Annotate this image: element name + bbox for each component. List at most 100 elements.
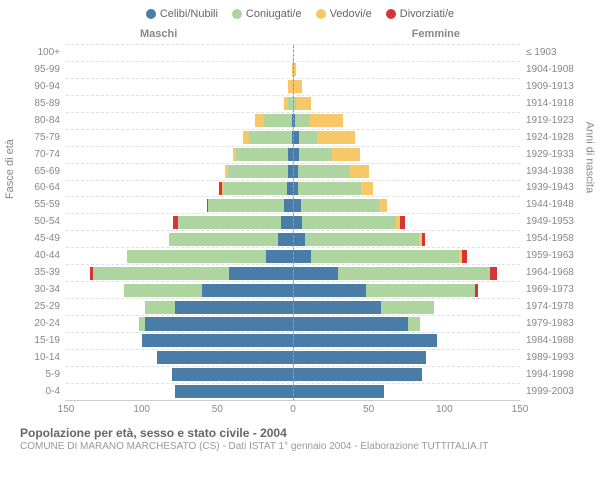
bar-segment (293, 368, 422, 381)
center-axis (293, 113, 294, 129)
age-label: 80-84 (20, 115, 66, 126)
bar-segment (422, 233, 425, 246)
age-row: 85-891914-1918 (20, 95, 580, 112)
birth-year-label: 1929-1933 (520, 149, 580, 160)
chart-rows: 100+≤ 190395-991904-190890-941909-191385… (20, 44, 580, 400)
bar-segment (298, 182, 362, 195)
bar-area (66, 44, 520, 61)
legend: Celibi/Nubili Coniugati/e Vedovi/e Divorzia… (0, 0, 600, 24)
footer-subtitle: COMUNE DI MARANO MARCHESATO (CS) - Dati … (20, 441, 580, 452)
age-label: 45-49 (20, 233, 66, 244)
bar-segment (293, 301, 381, 314)
birth-year-label: 1904-1908 (520, 64, 580, 75)
center-axis (293, 248, 294, 264)
age-row: 30-341969-1973 (20, 281, 580, 298)
bar-segment (249, 131, 291, 144)
bar-segment (408, 317, 420, 330)
birth-year-label: 1984-1988 (520, 335, 580, 346)
birth-year-label: 1919-1923 (520, 115, 580, 126)
bar-area (66, 180, 520, 197)
center-axis (293, 164, 294, 180)
bar-segment (293, 317, 408, 330)
age-label: 90-94 (20, 81, 66, 92)
birth-year-label: 1944-1948 (520, 199, 580, 210)
bar-segment (311, 250, 459, 263)
bar-area (66, 78, 520, 95)
bar-area (66, 196, 520, 213)
legend-swatch (146, 9, 156, 19)
bar-segment (175, 301, 293, 314)
center-axis (293, 62, 294, 78)
birth-year-label: 1924-1928 (520, 132, 580, 143)
bar-segment (145, 317, 293, 330)
age-row: 35-391964-1968 (20, 264, 580, 281)
bar-area (66, 129, 520, 146)
legend-item: Celibi/Nubili (146, 8, 218, 20)
age-label: 30-34 (20, 284, 66, 295)
y-axis-right-title: Anni di nascita (584, 122, 596, 194)
age-label: 50-54 (20, 216, 66, 227)
bar-segment (462, 250, 467, 263)
age-row: 80-84 1919-1923 (20, 112, 580, 129)
age-label: 55-59 (20, 199, 66, 210)
bar-segment (293, 199, 301, 212)
footer-title: Popolazione per età, sesso e stato civil… (20, 426, 580, 440)
age-row: 70-741929-1933 (20, 146, 580, 163)
bar-segment (93, 267, 229, 280)
legend-item: Divorziati/e (386, 8, 454, 20)
age-row: 20-241979-1983 (20, 315, 580, 332)
age-label: 65-69 (20, 166, 66, 177)
bar-area (66, 146, 520, 163)
center-axis (293, 231, 294, 247)
birth-year-label: 1999-2003 (520, 386, 580, 397)
bar-segment (338, 267, 489, 280)
x-tick: 0 (290, 404, 296, 415)
bar-segment (223, 182, 287, 195)
birth-year-label: 1949-1953 (520, 216, 580, 227)
age-row: 45-491954-1958 (20, 230, 580, 247)
bar-segment (284, 199, 293, 212)
bar-segment (208, 199, 284, 212)
bar-segment (281, 216, 293, 229)
age-row: 15-191984-1988 (20, 332, 580, 349)
legend-item: Vedovi/e (316, 8, 372, 20)
center-axis (293, 299, 294, 315)
bar-area (66, 315, 520, 332)
female-header: Femmine (412, 28, 460, 40)
legend-swatch (386, 9, 396, 19)
age-label: 60-64 (20, 182, 66, 193)
bar-segment (293, 250, 311, 263)
bar-segment (202, 284, 293, 297)
chart-footer: Popolazione per età, sesso e stato civil… (20, 426, 580, 452)
center-axis (293, 79, 294, 95)
birth-year-label: 1994-1998 (520, 369, 580, 380)
bar-area (66, 61, 520, 78)
center-axis (293, 96, 294, 112)
bar-segment (400, 216, 405, 229)
bar-segment (124, 284, 203, 297)
bar-area (66, 332, 520, 349)
bar-segment (379, 199, 387, 212)
center-axis (293, 181, 294, 197)
bar-area (66, 366, 520, 383)
pyramid-chart: Maschi Femmine Fasce di età Anni di nasc… (20, 24, 580, 422)
center-axis (293, 316, 294, 332)
age-row: 5-91994-1998 (20, 366, 580, 383)
bar-segment (350, 165, 368, 178)
bar-segment (255, 114, 264, 127)
bar-segment (295, 114, 310, 127)
bar-segment (298, 165, 351, 178)
legend-item: Coniugati/e (232, 8, 302, 20)
bar-segment (178, 216, 281, 229)
bar-segment (264, 114, 291, 127)
bar-segment (127, 250, 266, 263)
x-tick: 100 (133, 404, 150, 415)
bar-area (66, 281, 520, 298)
birth-year-label: 1974-1978 (520, 301, 580, 312)
center-axis (293, 350, 294, 366)
x-axis: 15010050050100150 (66, 400, 520, 422)
center-axis (293, 384, 294, 400)
bar-segment (293, 80, 302, 93)
bar-area (66, 349, 520, 366)
legend-swatch (232, 9, 242, 19)
